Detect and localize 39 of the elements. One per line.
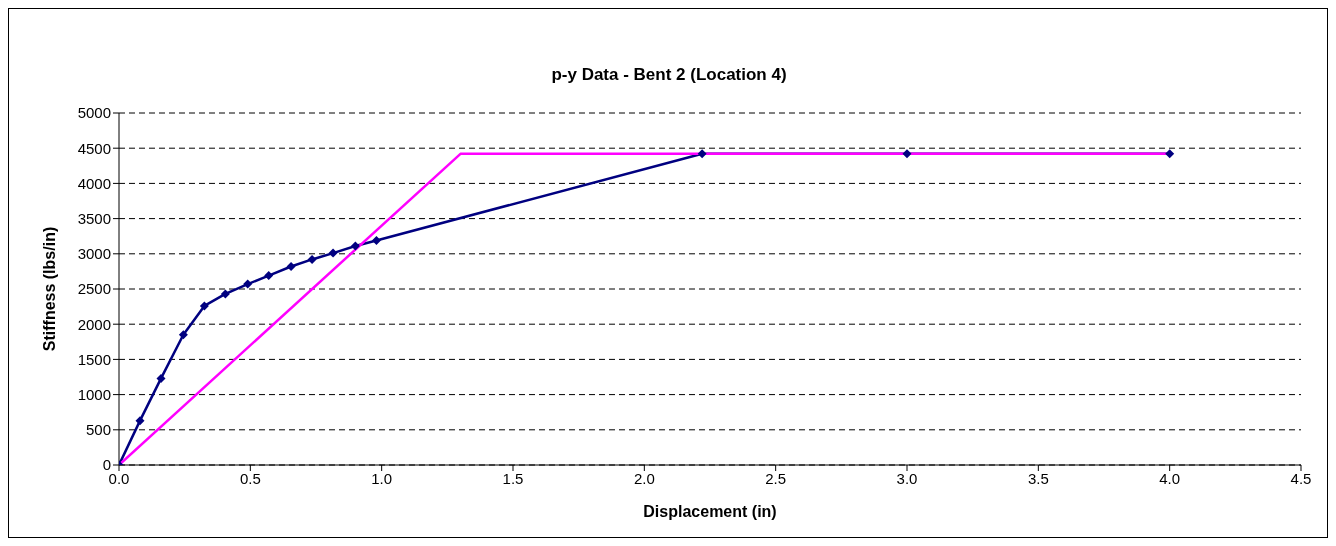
point [902,149,912,159]
x-tick-label: 4.5 [1290,469,1312,487]
point [286,261,296,271]
point [243,279,253,289]
point [156,373,166,383]
x-tick-label: 1.5 [502,469,524,487]
x-tick-label: 3.0 [896,469,918,487]
y-tick-label: 4500 [77,139,111,157]
x-tick-label: 1.0 [371,469,393,487]
y-axis-title: Stiffness (lbs/in) [40,226,58,352]
y-tick-label: 5000 [77,104,111,122]
y-tick-label: 2500 [77,280,111,298]
x-tick-label: 0.5 [239,469,261,487]
x-tick-label: 3.5 [1027,469,1049,487]
y-tick-label: 3000 [77,245,111,263]
x-tick-label: 2.0 [633,469,655,487]
point [350,241,360,251]
y-tick-label: 1500 [77,350,111,368]
point [135,416,145,426]
point [199,301,209,311]
y-tick-label: 3500 [77,209,111,227]
chart-title: p-y Data - Bent 2 (Location 4) [550,65,788,85]
y-tick-label: 0 [102,456,111,474]
x-tick-label: 2.5 [765,469,787,487]
x-tick-label: 4.0 [1159,469,1181,487]
point [220,289,230,299]
point [1165,149,1175,159]
point [697,149,707,159]
x-axis-title: Displacement (in) [643,503,777,520]
y-tick-label: 500 [85,421,111,439]
point [307,254,317,264]
y-tick-label: 4000 [77,174,111,192]
point [371,235,381,245]
y-tick-label: 1000 [77,385,111,403]
point [264,271,274,281]
point [328,248,338,258]
y-tick-label: 2000 [77,315,111,333]
point [178,330,188,340]
x-tick-label: 0.0 [108,469,130,487]
